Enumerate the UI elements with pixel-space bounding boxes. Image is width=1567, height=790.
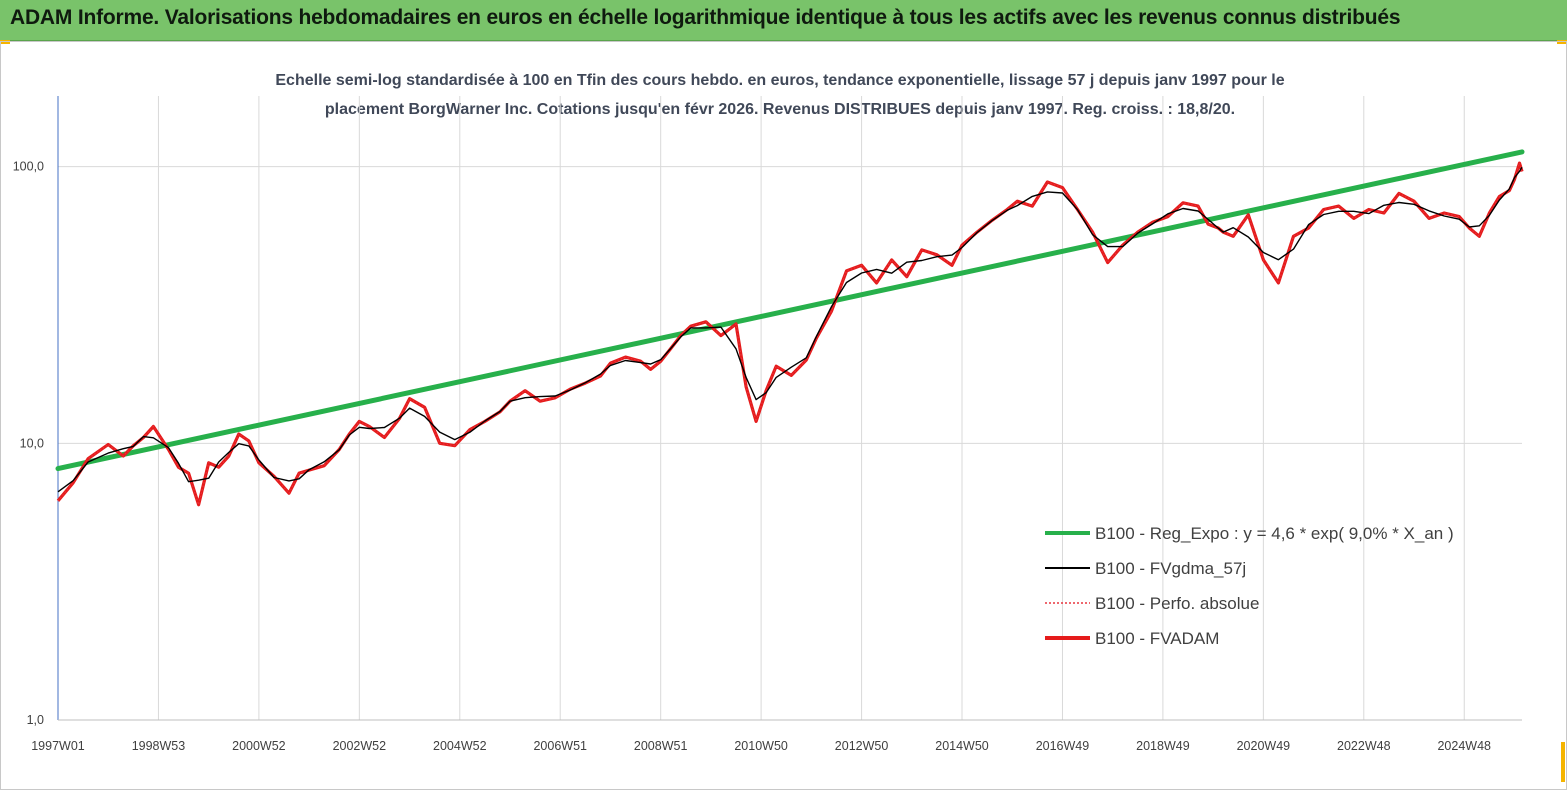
chart-grid (58, 96, 1522, 720)
legend-label: B100 - FVgdma_57j (1095, 559, 1246, 578)
y-tick-label: 100,0 (13, 160, 44, 174)
x-tick-label: 2000W52 (232, 739, 286, 753)
series-line-perfo-absolue (57, 161, 1523, 507)
chart-subtitle: Echelle semi-log standardisée à 100 en T… (160, 66, 1400, 124)
legend-label: B100 - Perfo. absolue (1095, 594, 1259, 613)
y-tick-label: 1,0 (27, 713, 44, 727)
chart-legend: B100 - Reg_Expo : y = 4,6 * exp( 9,0% * … (1045, 524, 1454, 648)
chart-subtitle-line-1: Echelle semi-log standardisée à 100 en T… (275, 72, 1285, 89)
x-tick-label: 2024W48 (1437, 739, 1491, 753)
x-tick-label: 2010W50 (734, 739, 788, 753)
chart-axes: 1997W01 1998W53 2000W52 2002W52 2004W52 2006W… (13, 96, 1522, 753)
x-tick-label: 2004W52 (433, 739, 487, 753)
x-tick-label: 2002W52 (333, 739, 387, 753)
legend-label: B100 - Reg_Expo : y = 4,6 * exp( 9,0% * … (1095, 524, 1454, 543)
x-tick-label: 1998W53 (132, 739, 186, 753)
chart-series (55, 149, 1525, 507)
x-tick-label: 2006W51 (533, 739, 587, 753)
corner-marker-bottom-right (1561, 742, 1565, 782)
y-tick-label: 10,0 (20, 436, 44, 450)
series-line-fvadam (56, 161, 1524, 507)
x-tick-label: 2016W49 (1036, 739, 1090, 753)
header-banner: ADAM Informe. Valorisations hebdomadaire… (0, 0, 1567, 41)
series-line-fvgdma (57, 166, 1523, 493)
x-tick-label: 2012W50 (835, 739, 889, 753)
series-line-regression (55, 149, 1525, 472)
corner-marker-top-left (0, 40, 10, 44)
page-title: ADAM Informe. Valorisations hebdomadaire… (10, 6, 1401, 29)
chart-subtitle-line-2: placement BorgWarner Inc. Cotations jusq… (324, 101, 1236, 118)
x-tick-label: 1997W01 (31, 739, 85, 753)
x-tick-label: 2018W49 (1136, 739, 1190, 753)
x-tick-label: 2020W49 (1237, 739, 1291, 753)
x-tick-label: 2022W48 (1337, 739, 1391, 753)
x-tick-label: 2008W51 (634, 739, 688, 753)
legend-label: B100 - FVADAM (1095, 629, 1219, 648)
x-tick-label: 2014W50 (935, 739, 989, 753)
corner-marker-top-right (1557, 40, 1567, 44)
